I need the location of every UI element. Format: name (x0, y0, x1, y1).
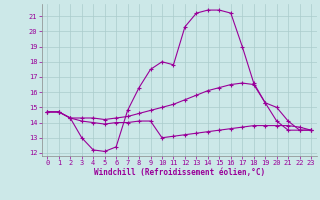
X-axis label: Windchill (Refroidissement éolien,°C): Windchill (Refroidissement éolien,°C) (94, 168, 265, 177)
